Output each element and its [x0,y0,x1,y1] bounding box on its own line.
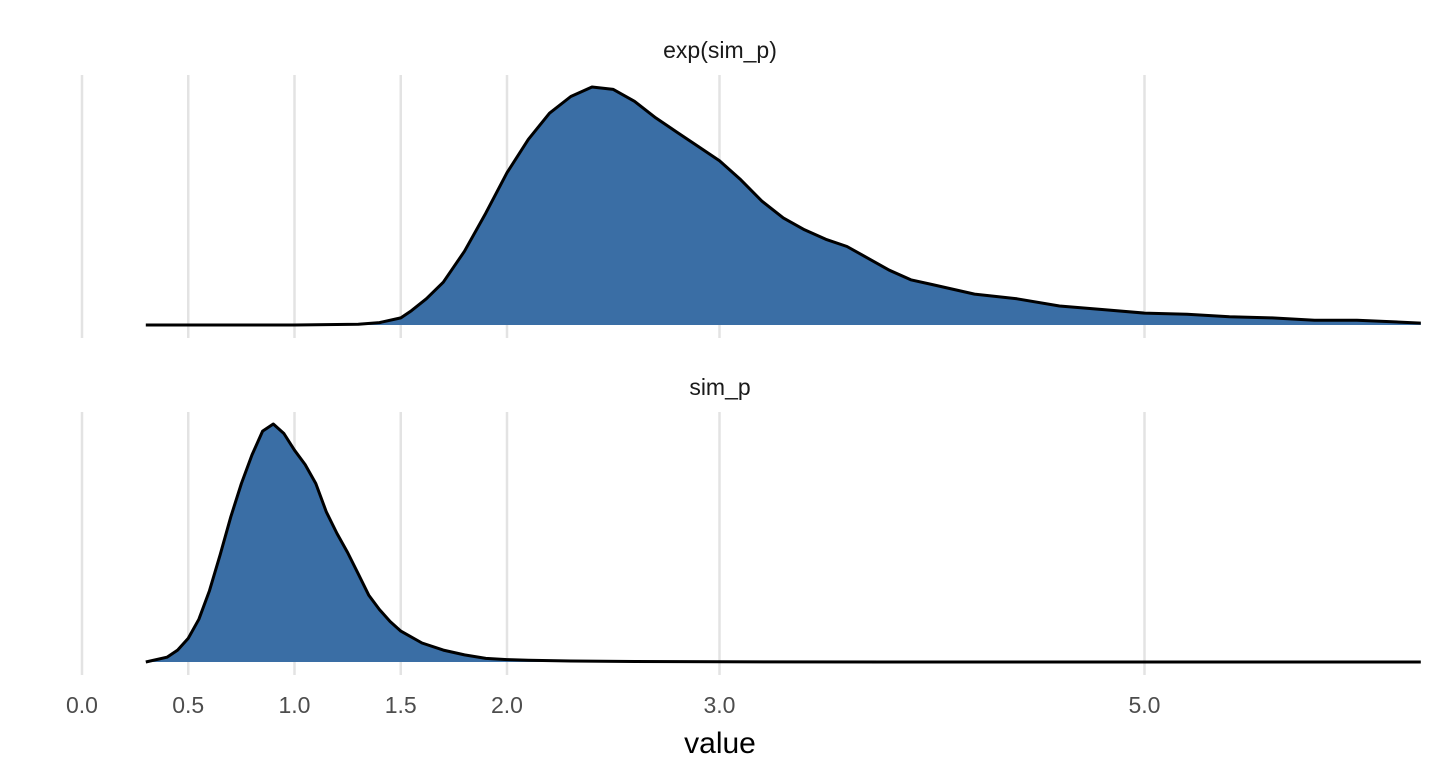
density-area-1 [145,87,1421,325]
x-tick-label-1: 0.5 [172,692,204,718]
x-axis-ticks: 0.0 0.5 1.0 1.5 2.0 3.0 5.0 [66,692,1160,718]
x-tick-label-0: 0.0 [66,692,98,718]
x-tick-label-4: 2.0 [491,692,523,718]
density-line-2 [145,422,1421,664]
panel-title-1: exp(sim_p) [663,37,777,63]
x-axis-label: value [684,727,756,760]
x-tick-label-5: 3.0 [704,692,736,718]
density-area-2 [145,424,1421,662]
x-tick-label-2: 1.0 [279,692,311,718]
density-panels: exp(sim_p) sim_p [145,37,1421,664]
panel-title-2: sim_p [689,374,750,400]
x-tick-label-3: 1.5 [385,692,417,718]
density-line-1 [145,85,1421,327]
x-tick-label-6: 5.0 [1129,692,1161,718]
